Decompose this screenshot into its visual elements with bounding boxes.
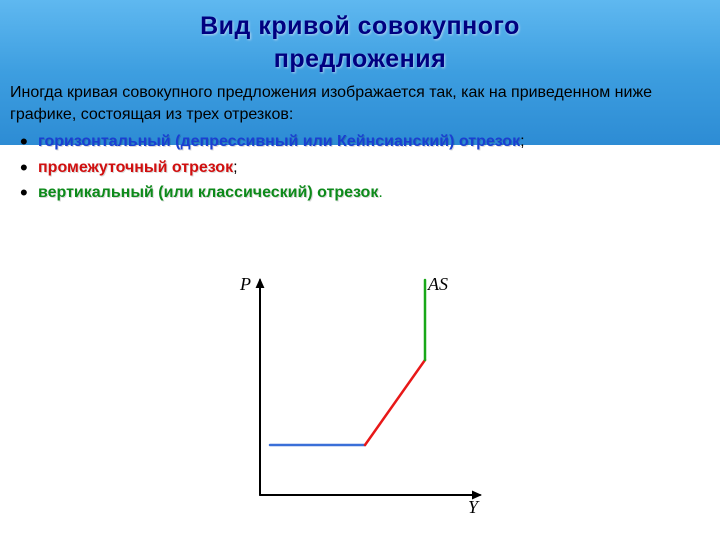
as-curve-chart: P Y AS xyxy=(210,275,530,525)
list-item: промежуточный отрезок; xyxy=(14,157,710,179)
segment-list: горизонтальный (депрессивный или Кейнсиа… xyxy=(10,131,710,204)
tail-1: ; xyxy=(233,159,237,176)
segment-label-horizontal: горизонтальный (депрессивный или Кейнсиа… xyxy=(38,133,520,150)
title-line-1: Вид кривой совокупного xyxy=(200,12,520,40)
tail-2: . xyxy=(378,184,382,201)
slide-title: Вид кривой совокупного предложения xyxy=(0,10,720,75)
title-line-2: предложения xyxy=(274,45,447,73)
chart-svg: P Y AS xyxy=(210,275,530,525)
svg-text:Y: Y xyxy=(468,497,480,517)
svg-text:P: P xyxy=(239,275,251,294)
list-item: вертикальный (или классический) отрезок. xyxy=(14,182,710,204)
segment-label-vertical: вертикальный (или классический) отрезок xyxy=(38,184,378,201)
svg-text:AS: AS xyxy=(427,275,448,294)
intro-text: Иногда кривая совокупного предложения из… xyxy=(10,82,710,125)
segment-label-intermediate: промежуточный отрезок xyxy=(38,159,233,176)
list-item: горизонтальный (депрессивный или Кейнсиа… xyxy=(14,131,710,153)
body-content: Иногда кривая совокупного предложения из… xyxy=(10,82,710,208)
tail-0: ; xyxy=(520,133,524,150)
